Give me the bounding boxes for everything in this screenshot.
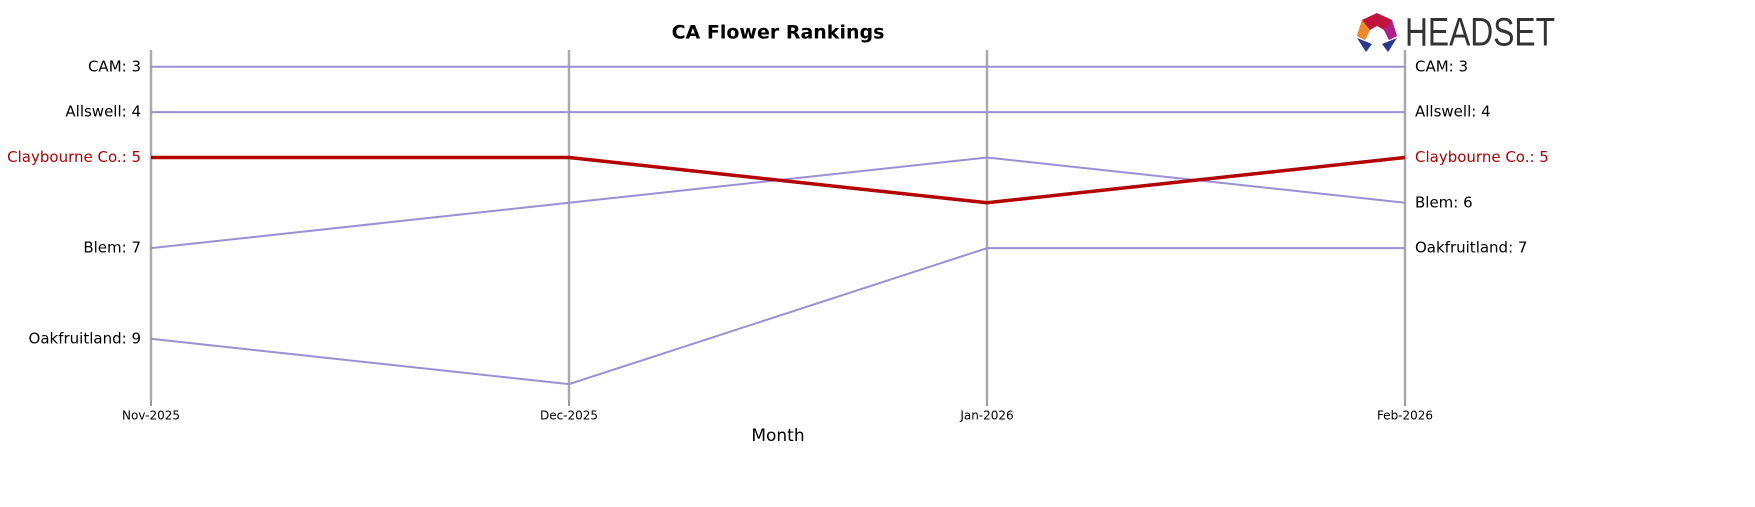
logo-mark xyxy=(1384,20,1397,40)
series-line xyxy=(150,247,1405,386)
value-label: Allswell: 4 xyxy=(1415,103,1491,121)
value-label: Oakfruitland: 9 xyxy=(29,329,141,347)
logo-text: HEADSET xyxy=(1405,11,1555,55)
chart-title: CA Flower Rankings xyxy=(672,22,885,44)
value-label: Allswell: 4 xyxy=(65,103,141,121)
value-label: CAM: 3 xyxy=(88,57,141,75)
value-label: CAM: 3 xyxy=(1415,57,1468,75)
value-label: Blem: 6 xyxy=(1415,193,1473,211)
x-tick-label: Dec-2025 xyxy=(540,409,598,423)
logo-mark xyxy=(1382,38,1397,52)
x-tick-label: Feb-2026 xyxy=(1377,409,1433,423)
value-label: Claybourne Co.: 5 xyxy=(1415,148,1549,166)
logo: HEADSET xyxy=(1357,11,1555,55)
series-line xyxy=(151,155,1406,205)
logo-mark xyxy=(1357,38,1372,52)
series-line xyxy=(150,156,1406,250)
x-axis-label: Month xyxy=(751,426,804,446)
value-label: Oakfruitland: 7 xyxy=(1415,239,1527,257)
x-tick-label: Jan-2026 xyxy=(959,409,1013,423)
x-tick-label: Nov-2025 xyxy=(122,409,180,423)
value-label: Claybourne Co.: 5 xyxy=(7,148,141,166)
logo-mark xyxy=(1357,20,1370,40)
value-label: Blem: 7 xyxy=(83,239,141,257)
